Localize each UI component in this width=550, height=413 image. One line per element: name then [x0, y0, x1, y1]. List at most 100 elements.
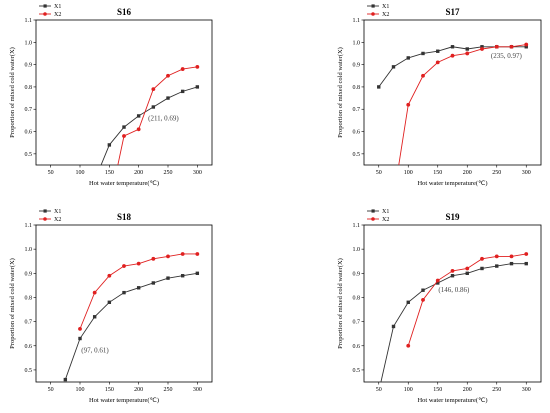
- data-point: [480, 47, 484, 51]
- data-point: [63, 377, 68, 382]
- y-tick-label: 0.7: [25, 107, 33, 113]
- data-point: [107, 203, 111, 207]
- y-tick-label: 0.6: [353, 344, 361, 350]
- y-tick-label: 0.9: [353, 271, 361, 277]
- annotation-label: (97, 0.61): [81, 346, 109, 354]
- plot-frame: [35, 19, 213, 166]
- legend-label: X1: [382, 4, 389, 10]
- data-point: [435, 278, 440, 283]
- y-axis-label: Proportion of mixed cold water(X): [9, 47, 16, 138]
- data-point: [509, 44, 514, 49]
- plot-frame: [363, 224, 542, 383]
- series-line: [64, 272, 198, 380]
- data-point: [465, 266, 470, 271]
- data-point: [166, 96, 170, 100]
- data-point: [151, 281, 156, 285]
- x-tick-label: 200: [134, 387, 143, 393]
- data-point: [391, 65, 396, 69]
- y-tick-label: 0.8: [353, 295, 361, 301]
- legend-item-x2: X2: [367, 12, 389, 18]
- data-point: [122, 290, 126, 295]
- y-tick-label: 1.0: [353, 40, 361, 46]
- series-x1: [100, 85, 200, 165]
- data-point: [166, 73, 170, 78]
- y-tick-label: 0.7: [25, 320, 33, 326]
- legend-marker: [371, 12, 375, 16]
- x-tick-label: 250: [164, 170, 173, 176]
- data-point: [494, 254, 499, 259]
- x-axis-label: Hot water temperature(℃): [417, 397, 487, 404]
- legend-item-x1: X1: [39, 209, 61, 215]
- y-tick-label: 0.5: [353, 152, 361, 158]
- x-tick-label: 150: [433, 387, 442, 393]
- x-tick-label: 100: [76, 170, 85, 176]
- data-point: [136, 261, 141, 266]
- legend-item-x1: X1: [367, 4, 389, 10]
- data-point: [509, 254, 514, 259]
- data-point: [78, 326, 82, 331]
- y-tick-label: 0.7: [353, 107, 361, 113]
- series-x2: [78, 252, 200, 331]
- data-point: [450, 274, 455, 278]
- y-tick-label: 1.1: [353, 18, 361, 24]
- data-point: [509, 261, 514, 266]
- y-tick-label: 1.1: [25, 18, 33, 24]
- data-point: [406, 56, 410, 60]
- x-axis-label: Hot water temperature(℃): [89, 397, 159, 404]
- x-tick-label: 100: [404, 387, 413, 393]
- data-point: [92, 290, 97, 295]
- x-tick-label: 300: [193, 170, 202, 176]
- data-point: [494, 44, 499, 49]
- y-tick-label: 0.9: [25, 63, 33, 69]
- x-tick-label: 200: [463, 387, 472, 393]
- x-tick-label: 250: [492, 387, 501, 393]
- legend-marker: [43, 217, 47, 221]
- data-point: [136, 286, 141, 290]
- data-point: [391, 324, 396, 329]
- series-x1: [63, 271, 200, 382]
- annotation-label: (235, 0.97): [491, 52, 523, 60]
- legend-label: X1: [54, 4, 61, 10]
- y-tick-label: 1.0: [353, 247, 361, 253]
- legend-marker: [371, 4, 375, 8]
- data-point: [495, 264, 499, 268]
- data-point: [166, 254, 170, 259]
- data-point: [406, 102, 411, 107]
- data-point: [151, 87, 156, 92]
- legend-item-x2: X2: [367, 217, 389, 223]
- data-point: [122, 125, 126, 129]
- data-point: [180, 274, 185, 278]
- y-tick-label: 0.5: [353, 368, 361, 374]
- data-point: [107, 273, 112, 278]
- chart-panel-s16: S16 50 100 150 200 250 300 0.5 0.6 0.7 0.8 0.9 1.0 1.…: [9, 4, 213, 207]
- x-tick-label: 50: [48, 387, 54, 393]
- chart-title: S19: [445, 212, 460, 222]
- x-tick-label: 150: [105, 170, 114, 176]
- data-point: [406, 300, 410, 304]
- chart-title: S17: [445, 7, 460, 17]
- x-tick-label: 150: [105, 387, 114, 393]
- x-tick-label: 250: [164, 387, 173, 393]
- chart-panel-s17: S17 50 100 150 200 250 300 0.5 0.6 0.7 0.8 0.9 1.0 1.…: [337, 4, 542, 187]
- data-point: [480, 266, 484, 271]
- data-point: [436, 49, 440, 53]
- data-point: [122, 134, 126, 138]
- data-point: [524, 45, 528, 49]
- series-x1: [380, 261, 528, 382]
- y-tick-label: 0.5: [25, 368, 33, 374]
- data-point: [480, 256, 484, 261]
- data-point: [480, 45, 484, 49]
- legend-marker: [371, 217, 375, 221]
- x-tick-label: 200: [134, 170, 143, 176]
- series-x2: [107, 64, 200, 207]
- y-tick-label: 1.1: [353, 223, 361, 229]
- data-point: [524, 261, 528, 266]
- data-point: [524, 42, 529, 47]
- y-axis-label: Proportion of mixed cold water(X): [337, 47, 344, 138]
- legend-marker: [371, 209, 375, 213]
- data-point: [195, 252, 200, 256]
- data-point: [151, 105, 156, 109]
- data-point: [136, 114, 141, 118]
